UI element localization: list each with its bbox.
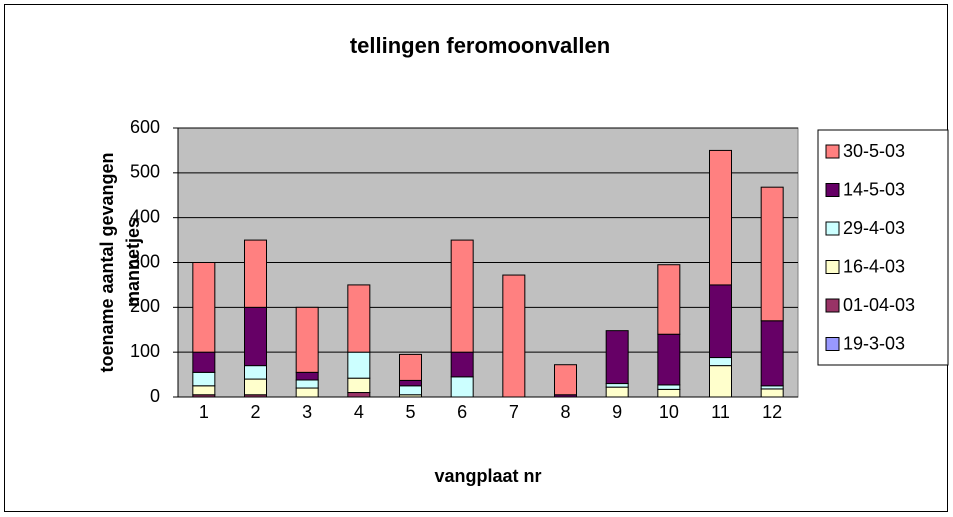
x-tick-label: 4 xyxy=(354,402,364,422)
bar-segment xyxy=(605,330,629,385)
x-tick-label: 7 xyxy=(509,402,519,422)
x-tick-label: 8 xyxy=(560,402,570,422)
y-tick-label: 100 xyxy=(130,341,160,361)
y-tick-label: 0 xyxy=(150,386,160,406)
y-tick-label: 600 xyxy=(130,117,160,137)
legend-swatch xyxy=(825,183,840,197)
bar-segment xyxy=(605,386,629,398)
legend-label: 16-4-03 xyxy=(843,256,905,276)
x-tick-label: 3 xyxy=(302,402,312,422)
y-tick-label: 200 xyxy=(130,296,160,316)
bar-segment xyxy=(450,351,474,378)
bar-segment xyxy=(657,384,681,390)
bar-segment xyxy=(244,365,267,380)
bar-segment xyxy=(657,388,681,398)
x-tick-label: 2 xyxy=(250,402,260,422)
bar-segment xyxy=(399,353,422,381)
y-axis-label: mannetjes xyxy=(123,218,143,307)
x-tick-label: 5 xyxy=(405,402,415,422)
y-tick-label: 300 xyxy=(130,251,160,271)
bar-segment xyxy=(295,371,319,381)
legend-swatch xyxy=(825,298,840,313)
bar-segment xyxy=(709,365,732,398)
bar-segment xyxy=(657,333,681,386)
bar-segment xyxy=(399,385,422,396)
chart-title: tellingen feromoonvallen xyxy=(350,33,610,58)
legend-label: 19-3-03 xyxy=(843,333,905,353)
legend-label: 29-4-03 xyxy=(843,218,905,238)
legend-swatch xyxy=(825,221,840,236)
bar-segment xyxy=(295,387,319,398)
bar-segment xyxy=(760,186,784,322)
bar-segment xyxy=(657,264,681,335)
bar-segment xyxy=(760,320,784,387)
bar-segment xyxy=(192,385,216,396)
bar-segment xyxy=(450,239,474,353)
x-axis-label: vangplaat nr xyxy=(434,466,541,486)
x-tick-label: 11 xyxy=(711,402,730,422)
y-tick-label: 500 xyxy=(130,162,160,182)
bar-segment xyxy=(192,371,216,387)
bar-segment xyxy=(295,306,319,373)
bar-segment xyxy=(502,274,526,398)
bar-segment xyxy=(244,378,267,396)
bar-segment xyxy=(709,284,732,359)
bar-segment xyxy=(295,379,319,389)
bar-segment xyxy=(605,383,629,388)
legend-label: 30-5-03 xyxy=(843,141,905,161)
legend-swatch xyxy=(825,260,840,274)
x-tick-label: 9 xyxy=(612,402,622,422)
bar-segment xyxy=(709,149,732,286)
bar-segment xyxy=(244,306,267,367)
legend-label: 14-5-03 xyxy=(843,179,905,199)
legend-swatch xyxy=(825,144,840,159)
y-axis-label: toename aantal gevangen xyxy=(97,152,117,372)
x-tick-label: 6 xyxy=(457,402,467,422)
bar-segment xyxy=(244,239,267,308)
x-tick-label: 1 xyxy=(199,402,209,422)
bar-segment xyxy=(347,392,371,398)
legend-box xyxy=(817,129,949,366)
bar-segment xyxy=(347,377,371,394)
bar-segment xyxy=(347,351,371,379)
bar-segment xyxy=(554,364,577,396)
legend-swatch xyxy=(825,337,840,351)
bar-segment xyxy=(347,284,371,353)
y-tick-label: 400 xyxy=(130,206,160,226)
legend-label: 01-04-03 xyxy=(843,295,915,315)
bar-segment xyxy=(399,379,422,387)
bar-segment xyxy=(709,357,732,367)
x-tick-label: 10 xyxy=(659,402,679,422)
bar-segment xyxy=(760,388,784,398)
bar-segment xyxy=(192,262,216,353)
bar-segment xyxy=(192,351,216,373)
bar-segment xyxy=(450,376,474,398)
x-tick-label: 12 xyxy=(762,402,782,422)
